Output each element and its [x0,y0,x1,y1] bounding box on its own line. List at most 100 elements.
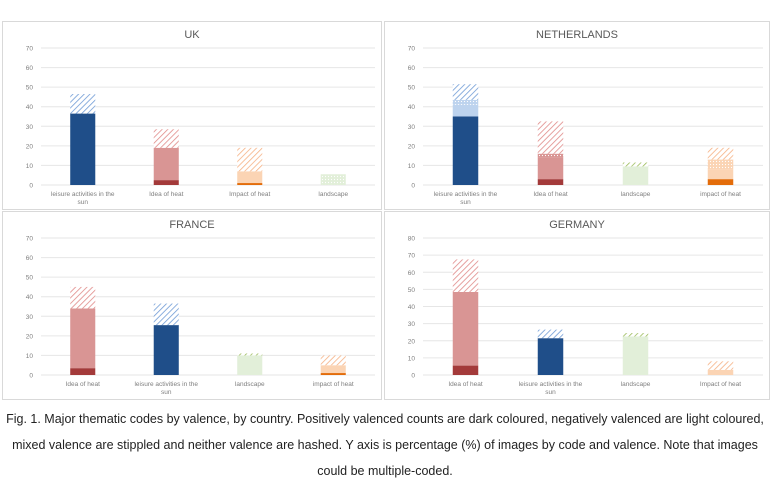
y-tick-label: 0 [411,183,415,190]
y-tick-label: 70 [26,236,34,243]
chart-netherlands: NETHERLANDS 0 10 20 30 40 50 60 70 leisure activi… [384,21,770,210]
chart-title: UK [184,29,200,41]
bar-segment-neither [622,162,649,167]
chart-france: FRANCE 0 10 20 30 40 50 60 70 Idea of heat leisure… [2,211,382,400]
x-tick-label-line2: sun [161,389,172,396]
chart-germany: GERMANY 0 10 20 30 40 50 60 70 80 Idea of heat leis… [384,211,770,400]
x-tick-label-line2: sun [545,389,556,396]
x-tick-label: landscape [621,191,651,198]
bar-segment-mixed [707,159,734,170]
bar-segment-positive [537,338,564,375]
y-tick-label: 10 [408,163,416,170]
x-tick-label: leisure activities in the [519,381,583,388]
bar-segment-neither [70,286,96,309]
bar-segment-neither [537,121,564,154]
bar-segment-positive [452,116,479,185]
bar-segment-neither [153,129,179,148]
y-tick-label: 60 [26,65,34,72]
bar-segment-negative [153,147,179,181]
y-tick-label: 80 [408,236,416,243]
x-tick-label-line2: sun [78,199,89,206]
bar-segment-positive [70,113,96,185]
chart-uk: UK 0 10 20 30 40 50 60 70 leisure activities in t… [2,21,382,210]
y-tick-label: 30 [408,124,416,131]
x-tick-label: landscape [318,191,348,198]
y-tick-label: 50 [26,85,34,92]
x-tick-label: leisure activities in the [434,191,498,198]
x-tick-label: landscape [235,381,265,388]
bar-segment-neither [237,147,263,172]
chart-title: NETHERLANDS [536,29,618,41]
y-tick-label: 50 [26,275,34,282]
bar-segment-neither [70,93,96,114]
bar-segment-positive [153,325,179,375]
x-tick-label: leisure activities in the [51,191,115,198]
bar-segment-neither [237,353,263,356]
y-tick-label: 60 [408,65,416,72]
y-tick-label: 10 [26,163,34,170]
y-tick-label: 70 [408,46,416,53]
bar-segment-negative [320,365,346,374]
bar-segment-negative [537,157,564,180]
bar-segment-negative [70,308,96,369]
bar-segment-positive [707,179,734,185]
bar-segment-neither [452,259,479,292]
y-tick-label: 40 [408,104,416,111]
bar-segment-negative [707,169,734,180]
bar-segment-negative [237,355,263,375]
bar-segment-mixed [320,174,346,185]
x-tick-label: Idea of heat [533,191,568,198]
bar-segment-neither [707,361,734,370]
y-tick-label: 60 [408,270,416,277]
bar-segment-positive [320,373,346,375]
x-tick-label: impact of heat [313,381,354,388]
bar-segment-mixed [452,99,479,105]
bar-segment-positive [70,368,96,375]
y-tick-label: 30 [408,321,416,328]
bar-segment-negative [622,336,649,375]
bar-segment-positive [153,180,179,185]
bar-segment-negative [707,369,734,375]
chart-title: GERMANY [549,219,605,231]
x-tick-label: Idea of heat [66,381,101,388]
chart-title: FRANCE [169,219,214,231]
y-tick-label: 40 [26,104,34,111]
y-tick-label: 20 [408,143,416,150]
y-tick-label: 50 [408,85,416,92]
bar-segment-neither [153,303,179,326]
bar-segment-neither [452,84,479,100]
bar-segment-mixed [537,153,564,158]
y-tick-label: 10 [26,353,34,360]
y-tick-label: 0 [411,373,415,380]
y-tick-label: 20 [408,338,416,345]
bar-segment-negative [452,104,479,117]
x-tick-label: Impact of heat [229,191,270,198]
bar-segment-positive [537,179,564,185]
y-tick-label: 30 [26,124,34,131]
x-tick-label: Idea of heat [149,191,184,198]
bar-segment-neither [622,333,649,337]
bar-segment-negative [237,171,263,184]
bar-segment-negative [452,291,479,366]
x-tick-label: Idea of heat [448,381,483,388]
x-tick-label-line2: sun [460,199,471,206]
y-tick-label: 60 [26,255,34,262]
y-tick-label: 30 [26,314,34,321]
y-tick-label: 40 [408,304,416,311]
x-tick-label: impact of heat [700,191,741,198]
y-tick-label: 70 [408,253,416,260]
y-tick-label: 70 [26,46,34,53]
y-tick-label: 10 [408,355,416,362]
y-tick-label: 20 [26,333,34,340]
bar-segment-negative [622,166,649,185]
bar-segment-neither [537,329,564,339]
bar-segment-neither [320,355,346,366]
bar-segment-positive [237,183,263,185]
y-tick-label: 20 [26,143,34,150]
x-tick-label: Impact of heat [700,381,741,388]
x-tick-label: leisure activities in the [134,381,198,388]
x-tick-label: landscape [621,381,651,388]
y-tick-label: 40 [26,294,34,301]
bar-segment-neither [707,147,734,160]
y-tick-label: 0 [29,373,33,380]
